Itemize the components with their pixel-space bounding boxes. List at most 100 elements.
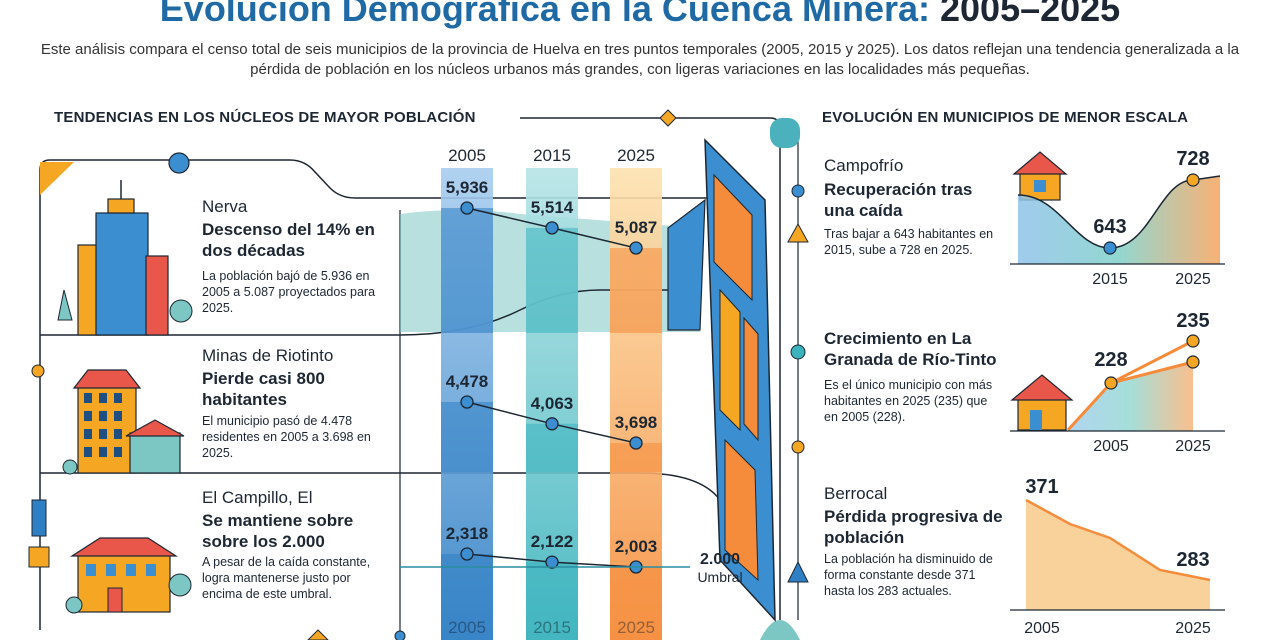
data-label: 228 xyxy=(1094,349,1127,371)
series-line xyxy=(1025,498,1211,582)
bush-icon xyxy=(65,596,83,614)
x-tick-label: 2015 xyxy=(1092,271,1128,288)
data-point xyxy=(545,417,559,431)
value-bar xyxy=(441,208,493,333)
diamond-decor xyxy=(659,109,677,127)
small-1-headline: Crecimiento en La Granada de Río-Tinto xyxy=(824,329,997,369)
roof-icon xyxy=(125,419,185,437)
large-0-description: La población bajó de 5.936 en 2005 a 5.0… xyxy=(202,269,376,315)
small-0-description: Tras bajar a 643 habitantes en 2015, sub… xyxy=(824,227,994,257)
series-line xyxy=(1110,339,1194,385)
tree-icon xyxy=(57,289,73,321)
triangle-decor-right-2 xyxy=(787,560,809,583)
dot-decor-right xyxy=(791,184,805,198)
data-point xyxy=(545,221,559,235)
small-1-description: Es el único municipio con más habitantes… xyxy=(824,378,993,424)
data-point xyxy=(545,555,559,569)
diamond-decor-bottom xyxy=(307,629,329,640)
data-label: 2,122 xyxy=(531,532,574,551)
data-point xyxy=(629,241,643,255)
roof-icon xyxy=(69,537,179,557)
window-icon xyxy=(84,393,92,403)
tower-base-icon xyxy=(667,198,706,331)
building-icon xyxy=(145,255,169,336)
area-fill xyxy=(1026,500,1210,610)
chart-granada: 228 235 2005 2025 xyxy=(1010,310,1225,455)
small-0-name: Campofrío xyxy=(824,156,904,175)
data-label: 2,003 xyxy=(615,537,658,556)
data-label: 3,698 xyxy=(615,413,658,432)
door-icon xyxy=(1030,410,1042,430)
area-fill xyxy=(1068,362,1193,431)
dot-decor-right-3 xyxy=(791,440,805,454)
window-icon xyxy=(99,411,107,421)
buildings-campillo xyxy=(65,537,192,614)
large-1-headline: Pierde casi 800 habitantes xyxy=(202,369,325,409)
window-icon xyxy=(114,411,122,421)
series-el-campillo-el: 2,318 2,122 2,003 xyxy=(441,524,662,640)
triangle-decor xyxy=(40,162,74,195)
window-icon xyxy=(99,447,107,457)
value-bar xyxy=(441,402,493,472)
x-tick-label-top: 2015 xyxy=(533,146,571,165)
data-label: 2,318 xyxy=(446,524,489,543)
right-section-title: EVOLUCIÓN EN MUNICIPIOS DE MENOR ESCALA xyxy=(822,109,1189,126)
x-tick-label: 2005 xyxy=(1093,438,1129,455)
square-decor xyxy=(28,546,50,568)
large-0-name: Nerva xyxy=(202,197,248,216)
small-2-name: Berrocal xyxy=(824,484,888,503)
window-icon xyxy=(84,411,92,421)
circle-decor xyxy=(168,152,190,174)
skyscraper-icon xyxy=(95,212,149,336)
window-icon xyxy=(146,564,156,576)
window-icon xyxy=(126,564,136,576)
buildings-nerva xyxy=(57,180,193,336)
title-main: Evolución Demográfica en la Cuenca Miner… xyxy=(159,0,940,29)
bush-icon xyxy=(62,459,78,475)
triangle-decor-right xyxy=(787,222,809,243)
dot-decor-bottom xyxy=(394,630,406,640)
roof-icon xyxy=(72,369,142,389)
threshold-label: Umbral xyxy=(697,569,742,585)
roof-icon xyxy=(1010,374,1074,401)
bar-decor xyxy=(31,499,47,537)
data-point xyxy=(460,547,474,561)
title-years: 2005–2025 xyxy=(940,0,1121,29)
small-0-headline: Recuperación tras una caída xyxy=(824,180,973,220)
x-tick-label: 2025 xyxy=(1175,620,1211,637)
data-label: 4,478 xyxy=(446,372,489,391)
value-bar xyxy=(610,567,662,640)
tower-decor xyxy=(667,138,776,622)
data-point xyxy=(1104,376,1118,390)
data-point xyxy=(629,436,643,450)
large-2-description: A pesar de la caída constante, logra man… xyxy=(202,555,371,601)
x-tick-label-top: 2025 xyxy=(617,146,655,165)
large-2-headline: Se mantiene sobre sobre los 2.000 xyxy=(202,511,354,551)
x-tick-label-top: 2005 xyxy=(448,146,486,165)
data-label: 4,063 xyxy=(531,394,574,413)
page-title: Evolución Demográfica en la Cuenca Miner… xyxy=(0,0,1280,30)
data-label: 283 xyxy=(1176,549,1209,571)
window-icon xyxy=(99,393,107,403)
data-label: 5,087 xyxy=(615,218,658,237)
roof-icon xyxy=(1012,151,1068,175)
data-point xyxy=(460,395,474,409)
window-icon xyxy=(114,429,122,439)
dot-decor-right-2 xyxy=(790,344,806,360)
data-label: 5,514 xyxy=(531,198,574,217)
tree-icon xyxy=(168,573,192,597)
dot-decor xyxy=(31,364,45,378)
series-minas-de-riotinto: 4,478 4,063 3,698 xyxy=(441,372,662,472)
tower-window-icon xyxy=(713,173,753,302)
area-fill xyxy=(1018,176,1220,264)
small-2-headline: Pérdida progresiva de población xyxy=(824,507,1003,547)
window-icon xyxy=(84,447,92,457)
x-tick-label: 2005 xyxy=(1024,620,1060,637)
window-icon xyxy=(1034,180,1046,192)
house-granada xyxy=(1010,374,1074,431)
large-1-description: El municipio pasó de 4.478 residentes en… xyxy=(202,414,371,460)
value-bar xyxy=(610,248,662,333)
corner-decor xyxy=(770,118,800,148)
bush-decor xyxy=(760,620,800,640)
